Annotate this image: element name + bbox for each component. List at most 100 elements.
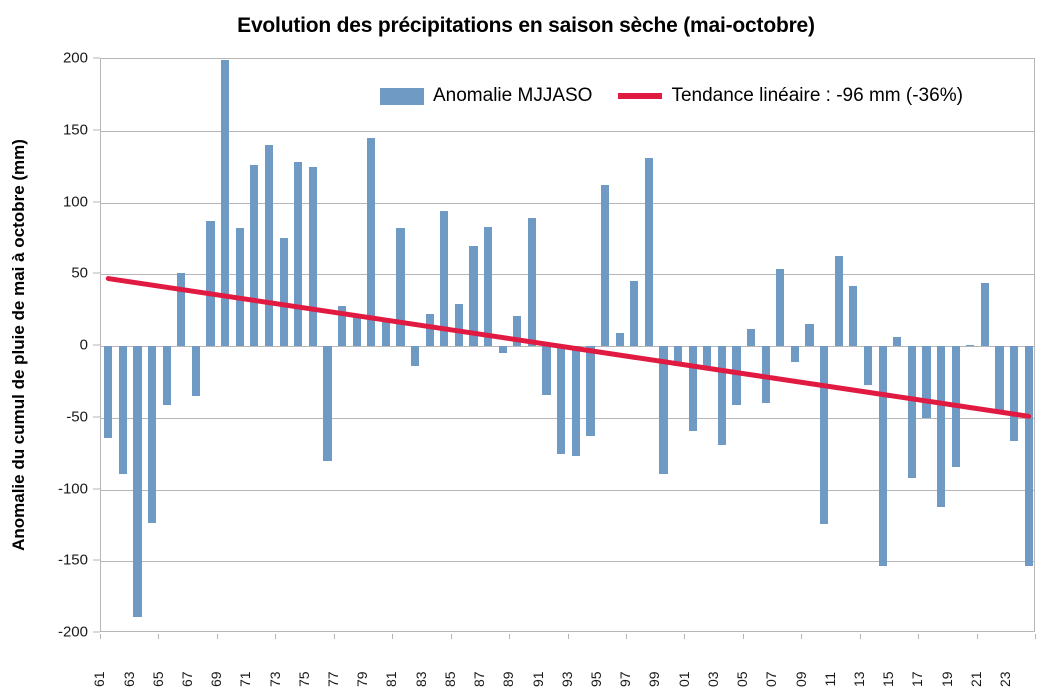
bar (440, 211, 449, 346)
y-tick-label: -200 (57, 623, 88, 641)
bar (820, 346, 829, 524)
bar (498, 346, 507, 354)
bar (849, 285, 858, 346)
y-tick-mark (93, 488, 100, 489)
legend-item-tendance: Tendance linéaire : -96 mm (-36%) (618, 85, 963, 107)
chart-legend: Anomalie MJJASO Tendance linéaire : -96 … (380, 85, 963, 107)
x-tick-mark (392, 634, 394, 639)
bar (717, 346, 726, 445)
x-tick-label: 1991 (529, 671, 546, 687)
bar (834, 255, 843, 346)
x-tick-mark (275, 634, 277, 639)
bar (323, 346, 332, 461)
x-tick-mark (625, 634, 627, 639)
gridline (101, 561, 1034, 563)
bar (381, 318, 390, 346)
y-tick-mark (93, 559, 100, 561)
chart-title: Evolution des précipitations en saison s… (237, 14, 815, 37)
x-tick-mark (100, 634, 101, 639)
y-tick-mark (93, 129, 100, 131)
bar (747, 328, 756, 346)
bar (191, 346, 201, 397)
bar (162, 346, 171, 405)
x-tick-mark (216, 634, 218, 639)
x-tick-label: 1965 (149, 671, 166, 687)
x-tick-label: 1983 (412, 671, 429, 687)
bar (484, 226, 493, 346)
x-tick-label: 2011 (822, 669, 838, 687)
bar (659, 346, 668, 474)
x-tick-label: 1963 (120, 671, 137, 687)
bar (586, 346, 595, 437)
x-tick-label: 2009 (792, 671, 809, 687)
y-tick-mark (93, 201, 100, 202)
x-tick-label: 1993 (558, 671, 575, 687)
bar (411, 346, 420, 367)
x-tick-label: 1977 (325, 671, 342, 687)
x-axis-tick-labels: 1961 1963 1965 1967 1969 1971 1973 1975 1977 1979… (91, 634, 1036, 687)
legend-item-anomalie: Anomalie MJJASO (380, 85, 592, 107)
bar (966, 344, 975, 347)
gridline (101, 417, 1034, 419)
bar (615, 333, 624, 346)
x-tick-label: 2021 (967, 671, 984, 687)
x-tick-label: 1981 (383, 671, 400, 687)
x-tick-label: 1979 (354, 671, 371, 687)
x-tick-mark (742, 634, 744, 639)
x-tick-label: 1973 (266, 671, 283, 687)
x-tick-label: 1989 (500, 671, 517, 687)
bar (235, 228, 244, 346)
bar-swatch-icon (380, 87, 424, 105)
bar (337, 305, 347, 346)
bar (644, 158, 653, 346)
y-tick-label: 200 (62, 49, 88, 67)
x-tick-label: 2017 (909, 671, 926, 687)
gridline (101, 489, 1034, 491)
x-tick-label: 2015 (880, 671, 897, 687)
bar (630, 281, 639, 346)
bar (571, 346, 580, 457)
x-tick-label: 1997 (617, 671, 634, 687)
x-tick-label: 2023 (997, 671, 1014, 687)
y-axis-tick-labels: 200 150 100 50 0 -50 -100 -150 -200 (0, 50, 100, 641)
bar (1009, 346, 1019, 441)
y-tick-label: 150 (62, 121, 88, 139)
bar (1024, 346, 1033, 566)
y-tick-label: -100 (57, 480, 88, 497)
x-tick-label: 2013 (850, 671, 867, 687)
x-tick-label: 1971 (237, 671, 254, 687)
x-tick-label: 2007 (763, 671, 780, 687)
bar (352, 315, 361, 346)
legend-label-tendance: Tendance linéaire : -96 mm (-36%) (671, 85, 963, 106)
line-swatch-icon (618, 93, 663, 99)
bar (425, 314, 434, 346)
bar (177, 272, 186, 346)
bar (790, 346, 800, 362)
x-tick-mark (158, 634, 160, 639)
x-tick-mark (333, 634, 335, 639)
y-tick-mark (93, 631, 100, 633)
x-tick-mark (976, 634, 978, 639)
y-tick-mark (93, 57, 100, 59)
bar (600, 185, 610, 346)
bar (732, 346, 741, 405)
plot-area (100, 58, 1035, 632)
x-tick-label: 1995 (588, 671, 605, 687)
bar (995, 346, 1004, 412)
x-tick-label: 1961 (91, 671, 108, 687)
bar (454, 304, 464, 346)
bar (878, 346, 887, 566)
x-tick-mark (1035, 634, 1036, 639)
bar (250, 165, 259, 346)
x-tick-mark (859, 634, 861, 639)
bar (703, 346, 712, 371)
x-tick-label: 2005 (734, 671, 751, 687)
gridline (101, 130, 1034, 132)
bar (907, 346, 916, 479)
x-tick-mark (918, 634, 920, 639)
x-tick-mark (567, 634, 569, 639)
x-tick-mark (801, 634, 803, 639)
legend-label-anomalie: Anomalie MJJASO (433, 85, 593, 106)
bar (922, 346, 931, 418)
